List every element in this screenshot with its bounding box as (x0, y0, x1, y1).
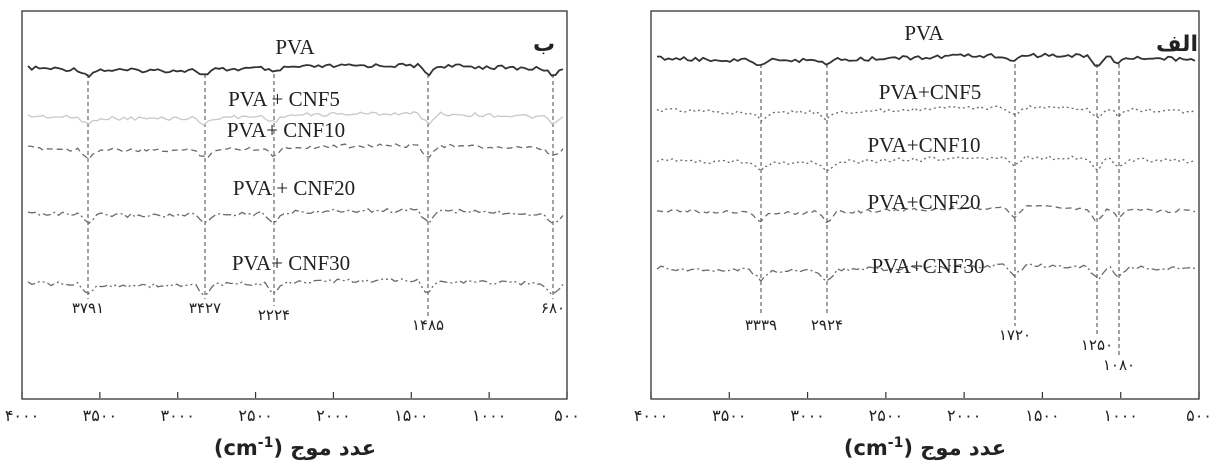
series-line-2 (27, 142, 564, 160)
peak-label: ۱۲۵۰ (1081, 336, 1113, 354)
spectrum-panel-a: ۴۰۰۰ ۳۵۰۰ ۳۰۰۰ ۲۵۰۰ ۲۰۰۰ ۱۵۰۰ ۱۰۰۰ ۵۰۰ PVA PVA+CN… (634, 10, 1212, 461)
x-tick-label: ۳۵۰۰ (83, 406, 117, 425)
x-axis-label: (cm-1) عدد موج (844, 435, 1006, 461)
series-label: PVA+CNF5 (879, 80, 982, 104)
x-tick-label: ۲۰۰۰ (947, 406, 981, 425)
x-tick-label: ۴۰۰۰ (634, 406, 668, 425)
x-tick-label: ۱۰۰۰ (472, 406, 506, 425)
series-line-1 (27, 110, 564, 127)
x-tick-label: ۳۰۰۰ (790, 406, 824, 425)
peak-label: ۳۷۹۱ (72, 299, 104, 317)
x-tick-label: ۲۵۰۰ (869, 406, 903, 425)
series-label: PVA+CNF30 (872, 254, 985, 278)
peak-label: ۱۷۲۰ (999, 326, 1031, 344)
series-line-4 (656, 263, 1196, 283)
spectrum-panel-b: ۴۰۰۰ ۳۵۰۰ ۳۰۰۰ ۲۵۰۰ ۲۰۰۰ ۱۵۰۰ ۱۰۰۰ ۵۰۰ PVA PVA + … (5, 10, 580, 461)
peak-label: ۳۴۲۷ (189, 299, 221, 317)
series-line-1 (656, 104, 1196, 123)
series-label: PVA (275, 35, 315, 59)
series-label: PVA+CNF20 (868, 190, 981, 214)
series-label: PVA + CNF20 (233, 176, 355, 200)
x-axis-label: (cm-1) عدد موج (214, 435, 376, 461)
series-label: PVA+ CNF10 (227, 118, 345, 142)
panel-tag: ب (533, 32, 555, 57)
peak-label: ۱۴۸۵ (412, 316, 444, 334)
x-tick-label: ۳۵۰۰ (712, 406, 746, 425)
peak-label: ۳۳۳۹ (745, 316, 777, 334)
x-tick-label: ۱۰۰۰ (1104, 406, 1138, 425)
x-tick-label: ۱۵۰۰ (1025, 406, 1059, 425)
plot-frame (21, 10, 568, 400)
series-label: PVA + CNF5 (228, 87, 340, 111)
series-label: PVA+ CNF30 (232, 251, 350, 275)
series-line-0 (656, 52, 1196, 67)
x-tick-label: ۵۰۰ (1186, 406, 1212, 425)
x-tick-label: ۱۵۰۰ (394, 406, 428, 425)
x-tick-label: ۲۰۰۰ (316, 406, 350, 425)
peak-label: ۲۹۲۴ (811, 316, 843, 334)
x-tick-label: ۵۰۰ (554, 406, 580, 425)
series-line-4 (27, 278, 564, 296)
series-line-0 (27, 62, 564, 79)
x-tick-label: ۲۵۰۰ (238, 406, 272, 425)
plot-frame (650, 10, 1200, 400)
peak-label: ۶۸۰ (541, 299, 565, 317)
peak-label: ۱۰۸۰ (1103, 356, 1135, 374)
panel-tag: الف (1156, 32, 1198, 57)
x-tick-label: ۳۰۰۰ (161, 406, 195, 425)
series-label: PVA (904, 21, 944, 45)
series-line-3 (656, 205, 1196, 224)
x-tick-label: ۴۰۰۰ (5, 406, 39, 425)
series-line-3 (27, 207, 564, 225)
peak-label: ۲۲۲۴ (258, 306, 290, 324)
series-label: PVA+CNF10 (868, 133, 981, 157)
series-line-2 (656, 154, 1196, 173)
